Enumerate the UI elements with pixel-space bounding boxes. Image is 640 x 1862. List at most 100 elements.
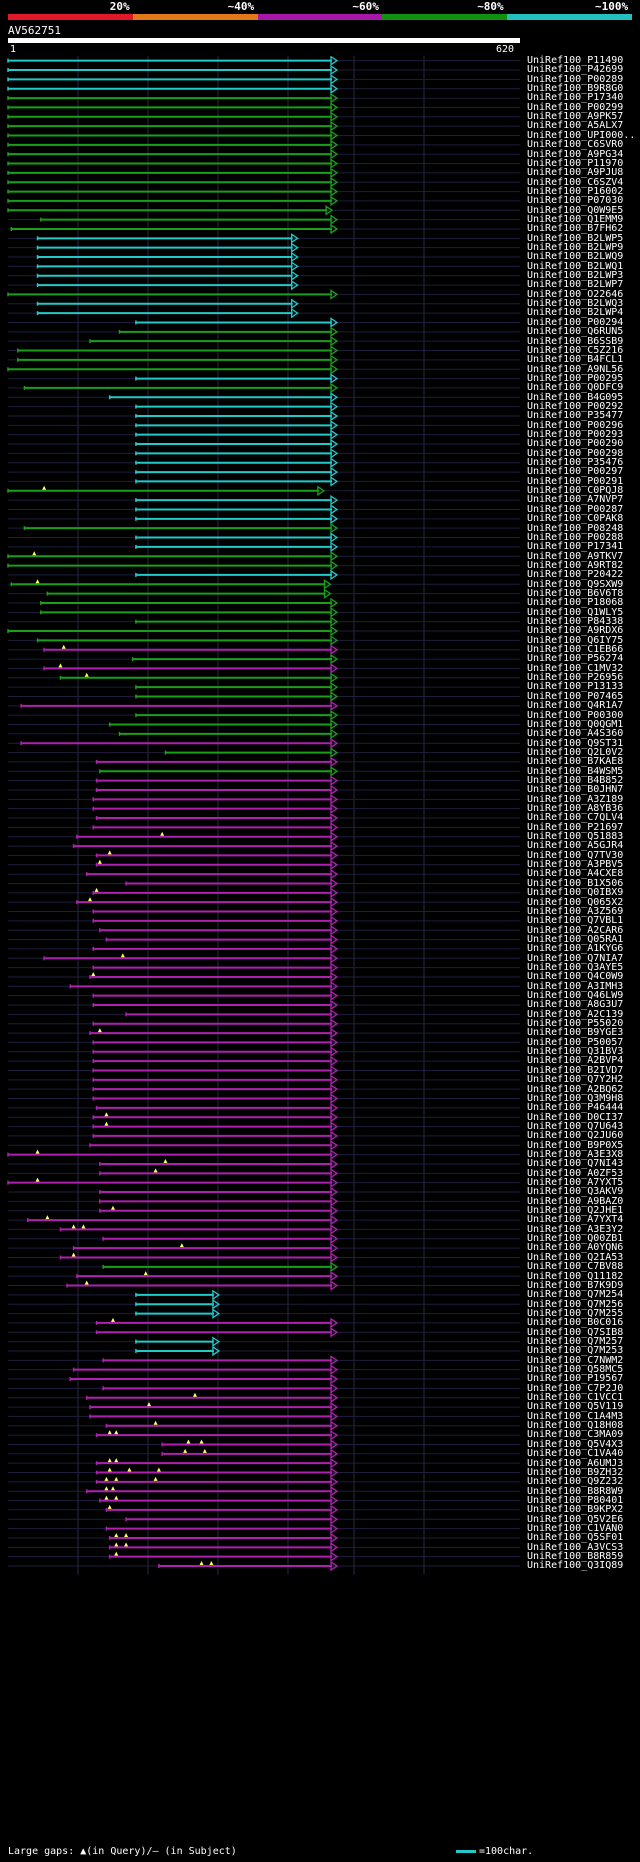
hit-label[interactable]: UniRef100_Q5V4X3 bbox=[527, 1438, 624, 1450]
hit-label[interactable]: UniRef100_Q11182 bbox=[527, 1270, 624, 1282]
hit-label[interactable]: UniRef100_P00295 bbox=[527, 372, 624, 384]
hit-label[interactable]: UniRef100_A7YXT5 bbox=[527, 1177, 624, 1188]
hit-label[interactable]: UniRef100_A2BQ62 bbox=[527, 1083, 624, 1095]
hit-label[interactable]: UniRef100_C5Z216 bbox=[527, 344, 624, 356]
hit-label[interactable]: UniRef100_P07465 bbox=[527, 690, 624, 702]
hit-label[interactable]: UniRef100_P55020 bbox=[527, 1018, 624, 1030]
hit-label[interactable]: UniRef100_A3VCS3 bbox=[527, 1541, 624, 1553]
hit-label[interactable]: UniRef100_P42699 bbox=[527, 64, 624, 76]
hit-label[interactable]: UniRef100_B2LWP3 bbox=[527, 270, 624, 282]
hit-label[interactable]: UniRef100_P00288 bbox=[527, 531, 624, 543]
hit-label[interactable]: UniRef100_C6SZV4 bbox=[527, 176, 624, 188]
hit-label[interactable]: UniRef100_Q1EMM9 bbox=[527, 213, 624, 225]
hit-label[interactable]: UniRef100_A3E3Y2 bbox=[527, 1223, 624, 1235]
hit-label[interactable]: UniRef100_B4FCL1 bbox=[527, 354, 624, 366]
hit-label[interactable]: UniRef100_Q2IA53 bbox=[527, 1251, 624, 1263]
hit-label[interactable]: UniRef100_A3E3X8 bbox=[527, 1148, 624, 1160]
hit-label[interactable]: UniRef100_A4S360 bbox=[527, 728, 624, 740]
hit-label[interactable]: UniRef100_P35476 bbox=[527, 457, 624, 469]
hit-label[interactable]: UniRef100_P07030 bbox=[527, 195, 624, 207]
hit-label[interactable]: UniRef100_B2LWP7 bbox=[527, 279, 624, 291]
hit-label[interactable]: UniRef100_A7NVP7 bbox=[527, 494, 624, 506]
hit-label[interactable]: UniRef100_A9RDX6 bbox=[527, 625, 624, 637]
hit-label[interactable]: UniRef100_A3PBV5 bbox=[527, 859, 624, 871]
hit-label[interactable]: UniRef100_A9PK57 bbox=[527, 111, 624, 123]
hit-label[interactable]: UniRef100_Q5V2E6 bbox=[527, 1513, 624, 1525]
hit-label[interactable]: UniRef100_Q7VBL1 bbox=[527, 915, 624, 927]
hit-label[interactable]: UniRef100_A8G3U7 bbox=[527, 999, 624, 1011]
hit-label[interactable]: UniRef100_Q6RUN5 bbox=[527, 326, 624, 338]
hit-label[interactable]: UniRef100_Q3M9H8 bbox=[527, 1092, 624, 1104]
hit-label[interactable]: UniRef100_B4B852 bbox=[527, 774, 624, 786]
hit-label[interactable]: UniRef100_Q46LW9 bbox=[527, 990, 624, 1001]
hit-label[interactable]: UniRef100_P00298 bbox=[527, 447, 624, 459]
hit-label[interactable]: UniRef100_UPI000.. bbox=[527, 129, 636, 141]
hit-label[interactable]: UniRef100_A7YXT4 bbox=[527, 1214, 624, 1226]
hit-label[interactable]: UniRef100_Q7TV30 bbox=[527, 849, 624, 861]
hit-label[interactable]: UniRef100_Q58MC5 bbox=[527, 1364, 624, 1375]
hit-label[interactable]: UniRef100_C3MA09 bbox=[527, 1429, 624, 1441]
hit-label[interactable]: UniRef100_B9ZH32 bbox=[527, 1466, 624, 1478]
hit-label[interactable]: UniRef100_P20422 bbox=[527, 569, 624, 581]
hit-label[interactable]: UniRef100_A6UMJ3 bbox=[527, 1457, 624, 1469]
hit-label[interactable]: UniRef100_B9KPX2 bbox=[527, 1504, 624, 1516]
hit-label[interactable]: UniRef100_A2C139 bbox=[527, 1008, 624, 1020]
hit-label[interactable]: UniRef100_P00297 bbox=[527, 466, 624, 478]
hit-label[interactable]: UniRef100_Q00ZB1 bbox=[527, 1233, 624, 1245]
hit-label[interactable]: UniRef100_P46444 bbox=[527, 1102, 624, 1114]
hit-label[interactable]: UniRef100_P00296 bbox=[527, 419, 624, 431]
hit-label[interactable]: UniRef100_Q7M253 bbox=[527, 1345, 624, 1357]
hit-label[interactable]: UniRef100_A0ZF53 bbox=[527, 1167, 624, 1179]
hit-label[interactable]: UniRef100_A8YB36 bbox=[527, 803, 624, 814]
hit-label[interactable]: UniRef100_P11970 bbox=[527, 157, 624, 169]
hit-label[interactable]: UniRef100_Q0IBX9 bbox=[527, 887, 624, 899]
hit-label[interactable]: UniRef100_Q7U643 bbox=[527, 1120, 624, 1132]
hit-label[interactable]: UniRef100_P00287 bbox=[527, 503, 624, 515]
hit-label[interactable]: UniRef100_Q7M257 bbox=[527, 1335, 624, 1347]
hit-label[interactable]: UniRef100_Q5SF01 bbox=[527, 1532, 624, 1544]
hit-label[interactable]: UniRef100_Q2JU60 bbox=[527, 1130, 624, 1142]
hit-label[interactable]: UniRef100_Q9Z232 bbox=[527, 1476, 624, 1488]
hit-label[interactable]: UniRef100_B6SSB9 bbox=[527, 335, 624, 347]
hit-label[interactable]: UniRef100_P00290 bbox=[527, 438, 624, 450]
hit-label[interactable]: UniRef100_A0YQN6 bbox=[527, 1242, 624, 1254]
hit-label[interactable]: UniRef100_Q6IY75 bbox=[527, 634, 624, 646]
hit-label[interactable]: UniRef100_Q2JHE1 bbox=[527, 1205, 624, 1217]
hit-label[interactable]: UniRef100_P84338 bbox=[527, 616, 624, 627]
hit-label[interactable]: UniRef100_A3IMH3 bbox=[527, 980, 624, 992]
hit-label[interactable]: UniRef100_B9YGE3 bbox=[527, 1027, 624, 1039]
hit-label[interactable]: UniRef100_B2LWQ3 bbox=[527, 298, 624, 310]
hit-label[interactable]: UniRef100_B0JHN7 bbox=[527, 784, 624, 796]
hit-label[interactable]: UniRef100_Q7Y2H2 bbox=[527, 1074, 624, 1086]
hit-label[interactable]: UniRef100_A2BVP4 bbox=[527, 1055, 624, 1067]
hit-label[interactable]: UniRef100_Q3AKV9 bbox=[527, 1186, 624, 1198]
hit-label[interactable]: UniRef100_Q18H08 bbox=[527, 1420, 624, 1432]
hit-label[interactable]: UniRef100_Q4C0W9 bbox=[527, 971, 624, 983]
hit-label[interactable]: UniRef100_Q7M255 bbox=[527, 1307, 624, 1319]
hit-label[interactable]: UniRef100_P18068 bbox=[527, 597, 624, 609]
hit-label[interactable]: UniRef100_P13133 bbox=[527, 681, 624, 693]
hit-label[interactable]: UniRef100_P16002 bbox=[527, 185, 624, 197]
hit-label[interactable]: UniRef100_P00293 bbox=[527, 429, 624, 440]
hit-label[interactable]: UniRef100_A3Z569 bbox=[527, 905, 624, 917]
hit-label[interactable]: UniRef100_Q4R1A7 bbox=[527, 700, 624, 712]
hit-label[interactable]: UniRef100_B2LWQ1 bbox=[527, 260, 624, 272]
hit-label[interactable]: UniRef100_Q05RA1 bbox=[527, 933, 624, 945]
hit-label[interactable]: UniRef100_C1VCC1 bbox=[527, 1392, 624, 1404]
hit-label[interactable]: UniRef100_P80401 bbox=[527, 1494, 624, 1506]
hit-label[interactable]: UniRef100_P19567 bbox=[527, 1373, 624, 1385]
hit-label[interactable]: UniRef100_C0PAK8 bbox=[527, 513, 624, 525]
hit-label[interactable]: UniRef100_A9PJU8 bbox=[527, 167, 624, 179]
hit-label[interactable]: UniRef100_Q5V119 bbox=[527, 1401, 624, 1413]
hit-label[interactable]: UniRef100_B8R8W9 bbox=[527, 1485, 624, 1497]
hit-label[interactable]: UniRef100_C7BV88 bbox=[527, 1261, 624, 1273]
hit-label[interactable]: UniRef100_B1X506 bbox=[527, 877, 624, 889]
hit-label[interactable]: UniRef100_Q31BV3 bbox=[527, 1046, 624, 1058]
hit-label[interactable]: UniRef100_C1VA40 bbox=[527, 1448, 624, 1460]
hit-label[interactable]: UniRef100_P35477 bbox=[527, 410, 624, 422]
hit-label[interactable]: UniRef100_Q7SIB8 bbox=[527, 1326, 624, 1338]
hit-label[interactable]: UniRef100_C0PQJ8 bbox=[527, 485, 624, 497]
hit-label[interactable]: UniRef100_Q9ST31 bbox=[527, 737, 624, 749]
hit-label[interactable]: UniRef100_Q51883 bbox=[527, 831, 624, 843]
hit-label[interactable]: UniRef100_B2IVD7 bbox=[527, 1064, 624, 1076]
